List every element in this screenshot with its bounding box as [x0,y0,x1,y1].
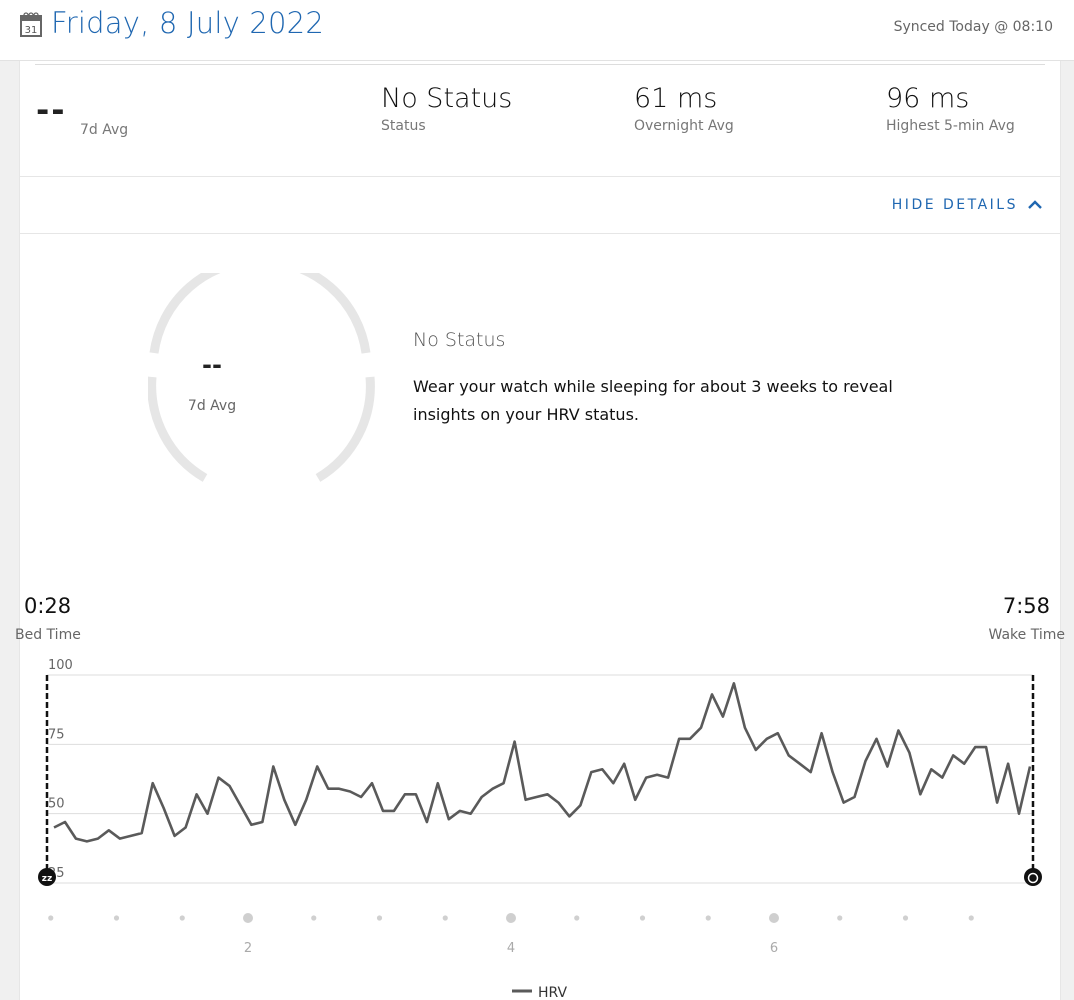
chevron-up-icon [1028,200,1042,209]
status-title: No Status [413,329,506,351]
x-tick-dot [705,915,711,921]
status-message: Wear your watch while sleeping for about… [413,377,893,424]
status-label: Status [381,118,426,134]
legend-label: HRV [538,985,567,1000]
hrv-card: -- 7d Avg No Status Status 61 ms Overnig… [15,61,1065,1000]
x-tick-dot [311,915,317,921]
bed-time-label: Bed Time [15,627,81,643]
x-tick-dot [376,915,383,921]
wake-time-label: Wake Time [988,627,1065,643]
overnight-avg-label: Overnight Avg [634,118,734,134]
hide-details-button[interactable]: HIDE DETAILS [892,197,1042,213]
wake-time: 7:58 [1002,594,1050,618]
y-tick-label: 75 [48,727,65,742]
hrv-line [53,681,1032,843]
calendar-icon[interactable]: 31 [20,12,42,37]
x-tick-dot [243,913,253,923]
x-tick-dot [639,915,646,921]
x-tick-dot [574,915,580,921]
seven-day-avg-label: 7d Avg [80,122,129,138]
x-tick-label: 6 [770,941,778,956]
x-tick-dot [48,915,54,921]
y-tick-label: 100 [48,658,73,673]
status-stat: No Status Status [381,83,512,134]
seven-day-avg-value: -- [36,91,67,129]
overnight-avg-stat: 61 ms Overnight Avg [634,83,734,134]
status-value: No Status [381,83,513,114]
highest-avg-label: Highest 5-min Avg [886,118,1015,134]
bed-time: 0:28 [24,594,72,618]
y-tick-label: 50 [48,797,65,812]
x-tick-dot [179,915,185,921]
x-tick-dot [442,915,448,921]
overnight-avg-value: 61 ms [634,83,718,114]
sleep-icon-glyph: zz [42,874,52,884]
x-tick-label: 4 [507,941,515,956]
x-tick-dot [113,915,120,921]
svg-text:31: 31 [25,25,38,36]
x-tick-dot [968,915,974,921]
sync-status: Synced Today @ 08:10 [893,19,1053,35]
gauge-value: -- [202,351,222,379]
hrv-status-gauge [148,273,375,482]
x-tick-dot [837,915,843,921]
x-tick-dot [769,913,779,923]
page-header: 31 Friday, 8 July 2022 Synced Today @ 08… [0,0,1074,61]
x-tick-dot [506,913,516,923]
gauge-label: 7d Avg [187,398,237,414]
highest-avg-stat: 96 ms Highest 5-min Avg [886,83,1015,134]
details-toggle-row: HIDE DETAILS [20,176,1060,234]
highest-avg-value: 96 ms [886,83,970,114]
hide-details-label: HIDE DETAILS [891,197,1018,213]
page-title-date: Friday, 8 July 2022 [51,6,324,40]
alarm-icon-face [1027,872,1039,884]
alarm-icon [1024,868,1042,886]
x-tick-label: 2 [244,941,252,956]
sleep-icon [38,868,56,886]
x-tick-dot [902,915,909,921]
divider [35,64,1045,65]
